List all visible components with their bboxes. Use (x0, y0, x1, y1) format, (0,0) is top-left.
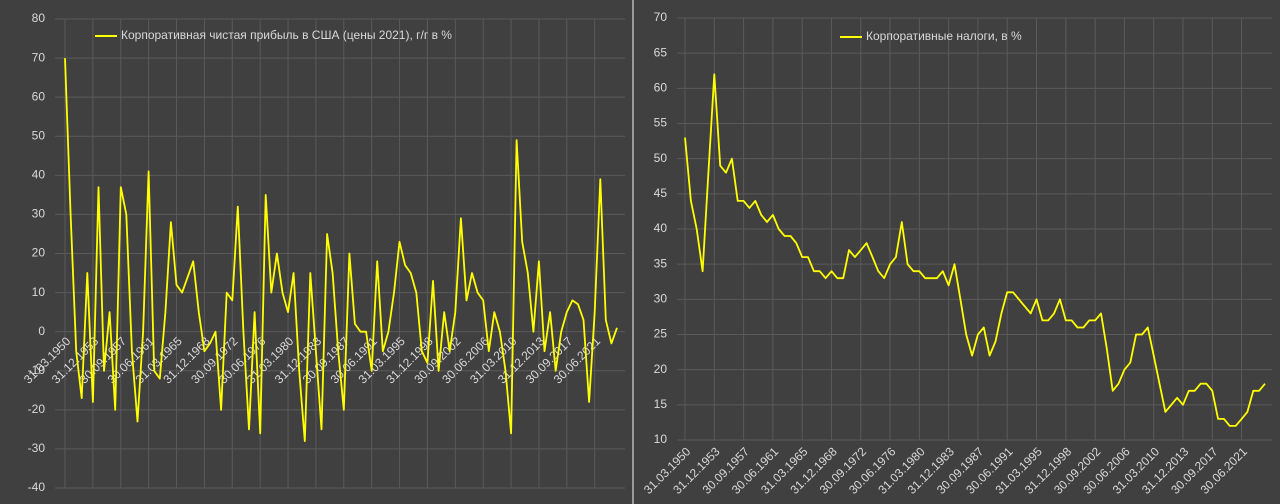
y-tick-label: 60 (654, 81, 668, 95)
y-tick-label: 55 (654, 116, 668, 130)
y-tick-label: 65 (654, 45, 668, 59)
y-tick-label: 30 (32, 207, 46, 221)
y-tick-label: 10 (654, 432, 668, 446)
y-tick-label: -10 (28, 363, 46, 377)
y-tick-label: 45 (654, 186, 668, 200)
y-tick-label: 35 (654, 256, 668, 270)
y-tick-label: 50 (32, 128, 46, 142)
y-tick-label: 25 (654, 327, 668, 341)
y-tick-label: -40 (28, 480, 46, 494)
y-tick-label: 40 (654, 221, 668, 235)
y-tick-label: 20 (32, 246, 46, 260)
y-tick-label: 70 (32, 50, 46, 64)
y-tick-label: 70 (654, 10, 668, 24)
y-tick-label: 15 (654, 397, 668, 411)
data-line (64, 58, 618, 442)
y-tick-label: 40 (32, 168, 46, 182)
y-tick-label: 0 (38, 324, 45, 338)
y-tick-label: -30 (28, 441, 46, 455)
y-tick-label: 80 (32, 11, 46, 25)
y-tick-label: 50 (654, 151, 668, 165)
legend-label: Корпоративная чистая прибыль в США (цены… (121, 28, 452, 42)
y-tick-label: 60 (32, 89, 46, 103)
y-tick-label: 10 (32, 285, 46, 299)
data-line (684, 73, 1266, 427)
y-tick-label: -20 (28, 402, 46, 416)
legend-label: Корпоративные налоги, в % (866, 29, 1022, 43)
y-tick-label: 30 (654, 292, 668, 306)
y-tick-label: 20 (654, 362, 668, 376)
